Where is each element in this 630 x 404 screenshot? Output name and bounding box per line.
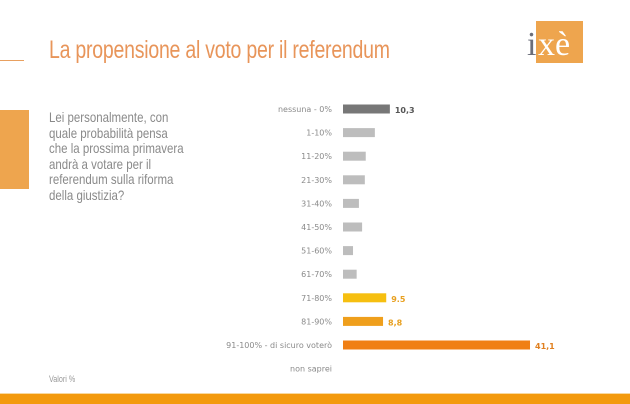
bar: [343, 269, 357, 279]
title-accent-line: [0, 60, 24, 61]
bar: [343, 316, 384, 326]
footer-bar: [0, 393, 630, 404]
accent-block: [0, 110, 29, 189]
category-label: 21-30%: [301, 176, 332, 185]
category-label: 91-100% - di sicuro voterò: [226, 340, 332, 350]
data-label: 41,1: [535, 342, 555, 351]
category-label: 51-60%: [301, 247, 332, 256]
svg-text:i: i: [527, 26, 536, 63]
values-note: Valori %: [49, 374, 76, 384]
category-label: 71-80%: [301, 294, 332, 303]
category-label: non saprei: [290, 365, 332, 374]
bar: [343, 340, 531, 350]
data-label: 8,8: [388, 318, 403, 327]
category-label: 1-10%: [306, 129, 332, 138]
bar: [343, 151, 366, 161]
data-label: 9.5: [391, 295, 406, 304]
bar: [343, 246, 354, 256]
bar: [343, 222, 363, 232]
category-label: 61-70%: [301, 270, 332, 279]
category-label: 81-90%: [301, 317, 332, 326]
bar: [343, 128, 375, 138]
category-label: nessuna - 0%: [278, 105, 332, 114]
svg-text:xè: xè: [538, 26, 570, 63]
bar: [343, 293, 387, 303]
bar: [343, 198, 359, 208]
category-label: 41-50%: [301, 223, 332, 232]
ixe-logo: i xè: [527, 21, 583, 63]
page-title: La propensione al voto per il referendum: [49, 36, 390, 64]
survey-question: Lei personalmente, con quale probabilità…: [49, 109, 184, 203]
category-label: 31-40%: [301, 199, 332, 208]
data-label: 10,3: [395, 106, 415, 115]
bar: [343, 104, 390, 114]
category-label: 11-20%: [301, 152, 332, 161]
bar: [343, 175, 365, 185]
